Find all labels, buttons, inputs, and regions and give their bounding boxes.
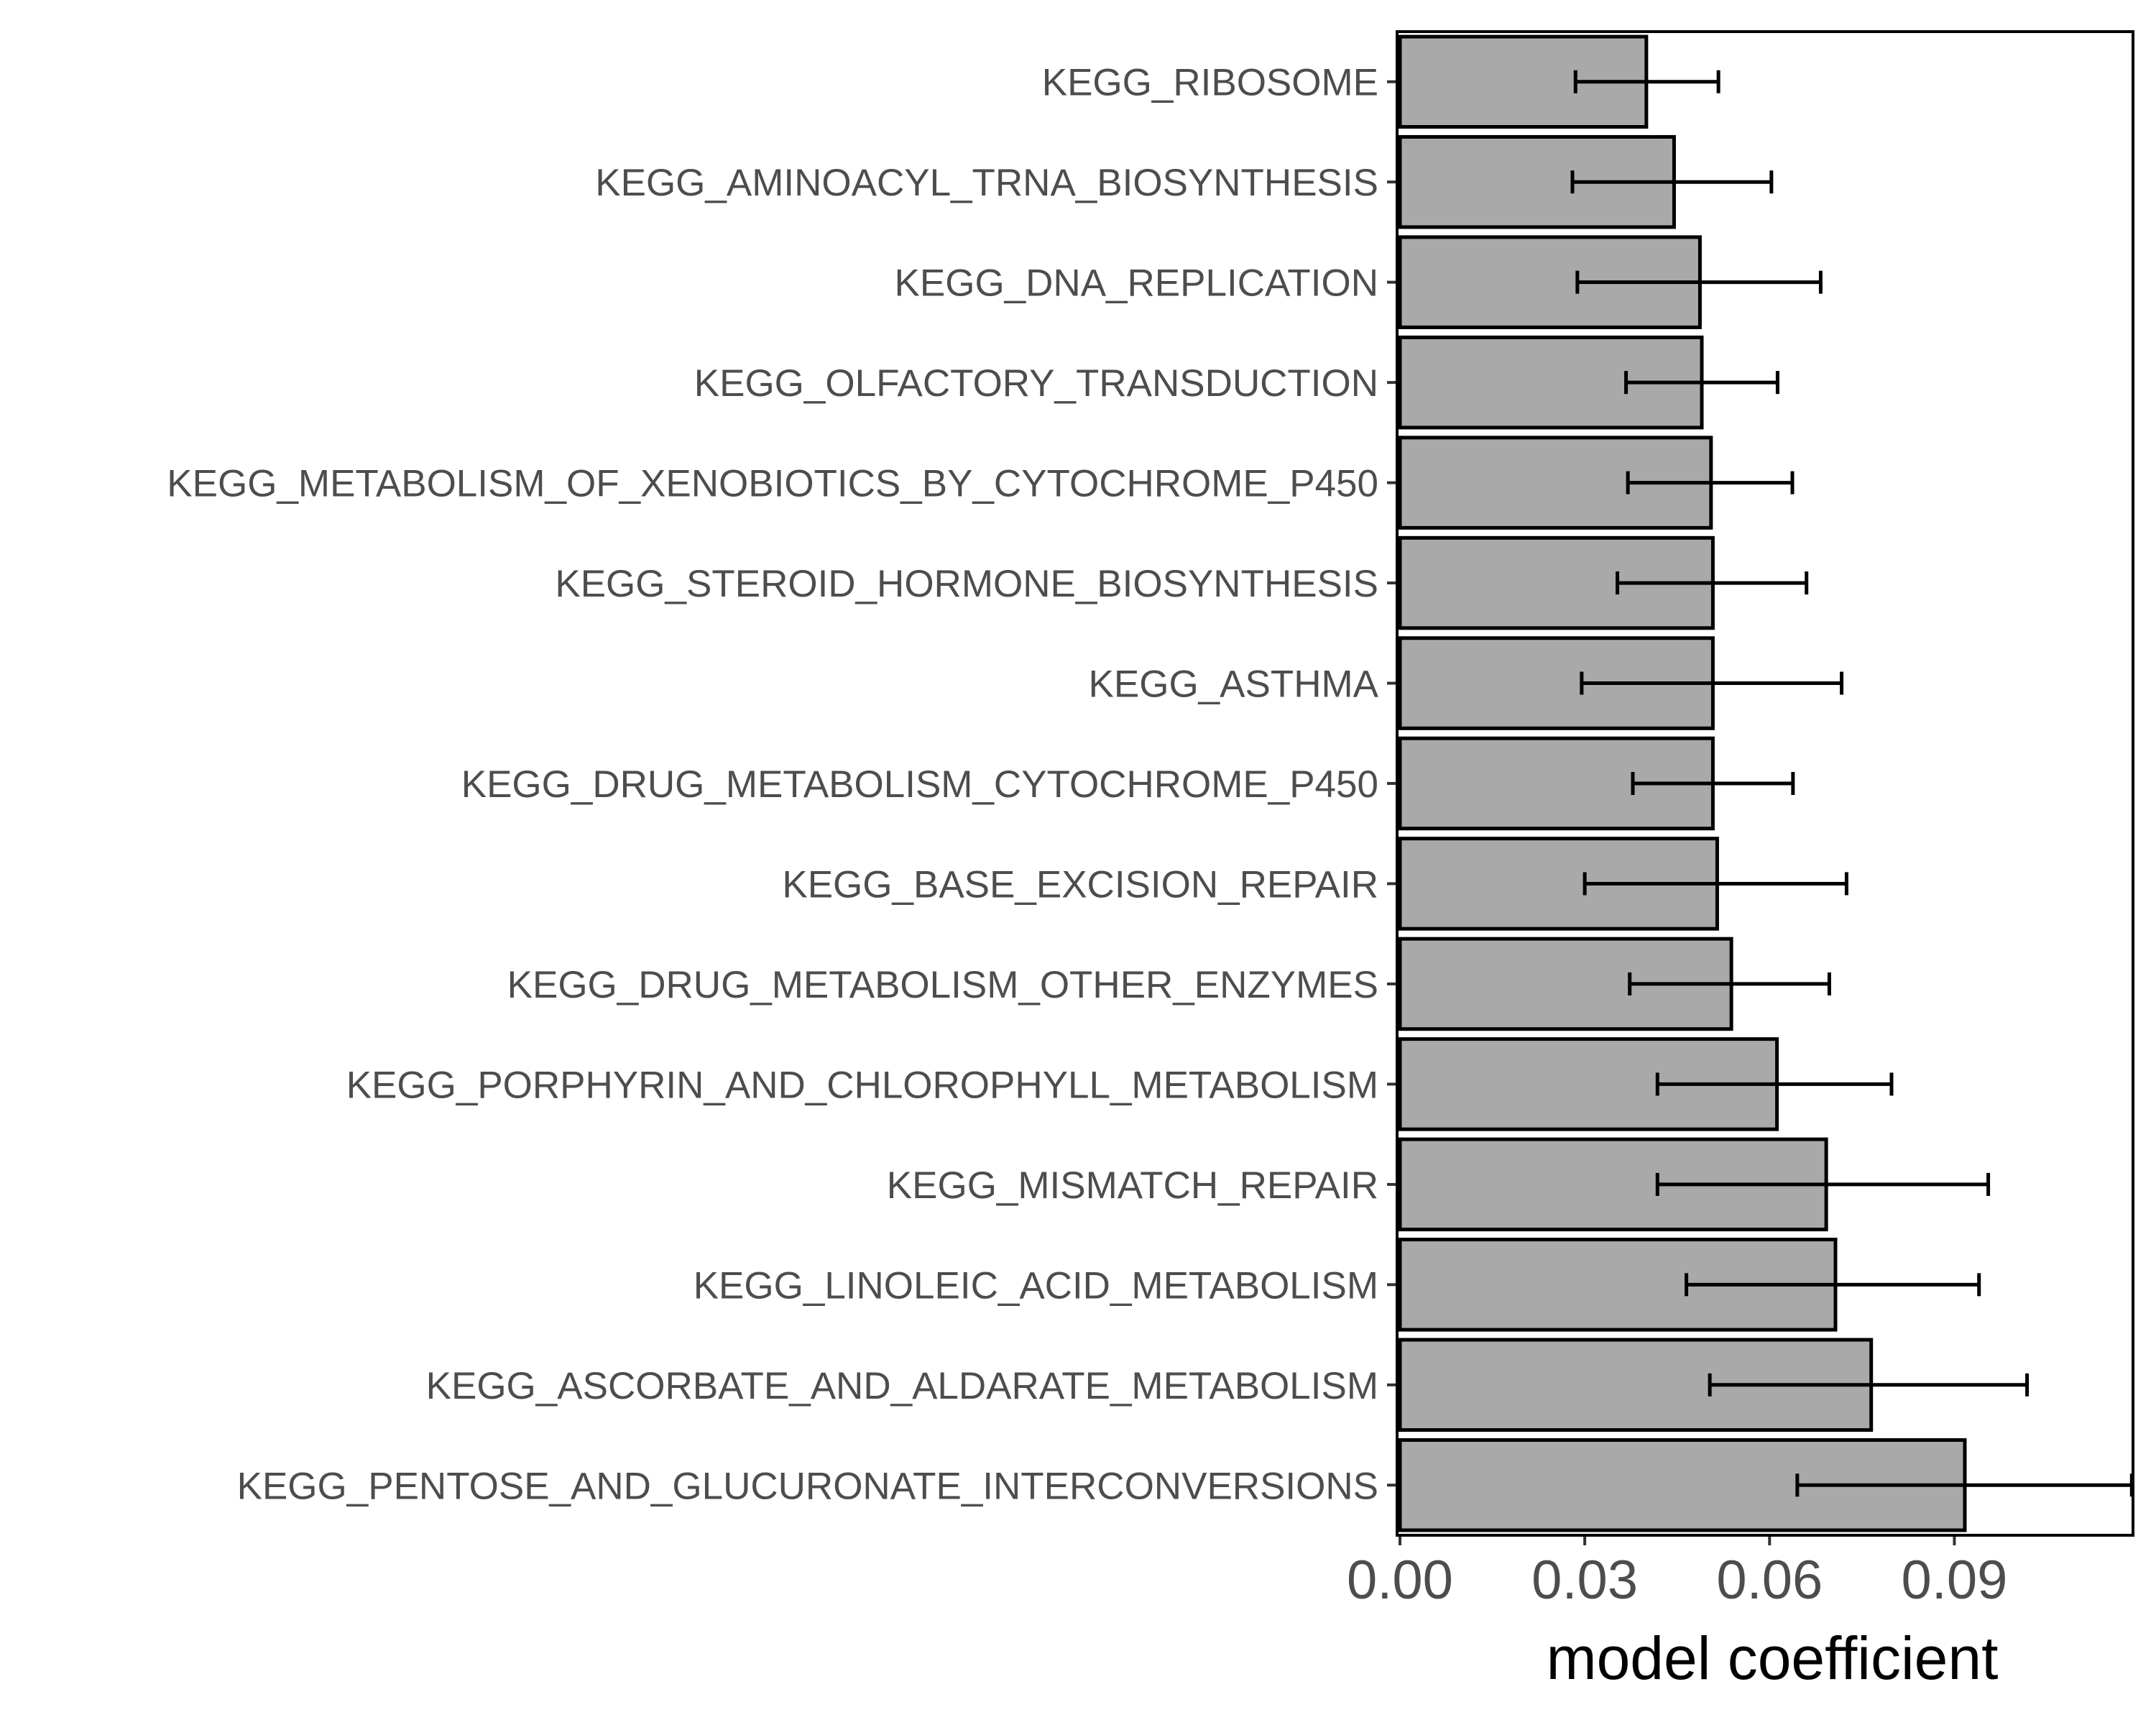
category-label: KEGG_PORPHYRIN_AND_CHLOROPHYLL_METABOLIS… bbox=[346, 1064, 1378, 1106]
error-bars-layer bbox=[1570, 70, 2134, 1497]
category-label: KEGG_PENTOSE_AND_GLUCURONATE_INTERCONVER… bbox=[237, 1465, 1378, 1507]
error-bar bbox=[1655, 1072, 1894, 1096]
error-bar bbox=[1570, 170, 1774, 194]
category-label: KEGG_DNA_REPLICATION bbox=[895, 262, 1378, 305]
error-bar bbox=[1616, 571, 1809, 595]
category-label: KEGG_RIBOSOME bbox=[1042, 62, 1378, 104]
category-label: KEGG_MISMATCH_REPAIR bbox=[887, 1164, 1378, 1207]
category-label: KEGG_DRUG_METABOLISM_OTHER_ENZYMES bbox=[507, 964, 1378, 1006]
category-label: KEGG_LINOLEIC_ACID_METABOLISM bbox=[694, 1264, 1378, 1307]
error-bar bbox=[1583, 872, 1848, 896]
error-bar bbox=[1580, 671, 1844, 695]
error-bar bbox=[1628, 972, 1831, 995]
x-tick-label: 0.03 bbox=[1531, 1550, 1638, 1611]
plot-panel-border bbox=[1396, 30, 2134, 1537]
error-bar bbox=[1573, 70, 1720, 93]
error-bar bbox=[1631, 772, 1795, 795]
category-label: KEGG_AMINOACYL_TRNA_BIOSYNTHESIS bbox=[595, 162, 1378, 204]
y-axis-ticks bbox=[1387, 80, 1397, 1487]
error-bar bbox=[1626, 471, 1795, 494]
error-bar bbox=[1575, 270, 1823, 294]
error-bar bbox=[1708, 1373, 2030, 1397]
x-axis-ticks: 0.00 0.03 0.06 0.09 bbox=[1347, 1535, 2007, 1611]
category-labels: KEGG_RIBOSOME KEGG_AMINOACYL_TRNA_BIOSYNT… bbox=[167, 62, 1378, 1508]
x-tick-label: 0.06 bbox=[1716, 1550, 1823, 1611]
category-label: KEGG_ASCORBATE_AND_ALDARATE_METABOLISM bbox=[426, 1365, 1378, 1407]
error-bar bbox=[1685, 1273, 1981, 1297]
category-label: KEGG_ASTHMA bbox=[1089, 663, 1379, 706]
error-bar bbox=[1655, 1172, 1991, 1196]
x-axis-title: model coefficient bbox=[1547, 1624, 1999, 1692]
category-label: KEGG_METABOLISM_OF_XENOBIOTICS_BY_CYTOCH… bbox=[167, 463, 1378, 505]
category-label: KEGG_OLFACTORY_TRANSDUCTION bbox=[694, 362, 1378, 405]
category-label: KEGG_DRUG_METABOLISM_CYTOCHROME_P450 bbox=[461, 763, 1378, 806]
x-tick-label: 0.00 bbox=[1347, 1550, 1453, 1611]
x-tick-label: 0.09 bbox=[1901, 1550, 2007, 1611]
error-bar bbox=[1624, 371, 1779, 395]
category-label: KEGG_BASE_EXCISION_REPAIR bbox=[782, 863, 1378, 906]
category-label: KEGG_STEROID_HORMONE_BIOSYNTHESIS bbox=[555, 563, 1378, 605]
